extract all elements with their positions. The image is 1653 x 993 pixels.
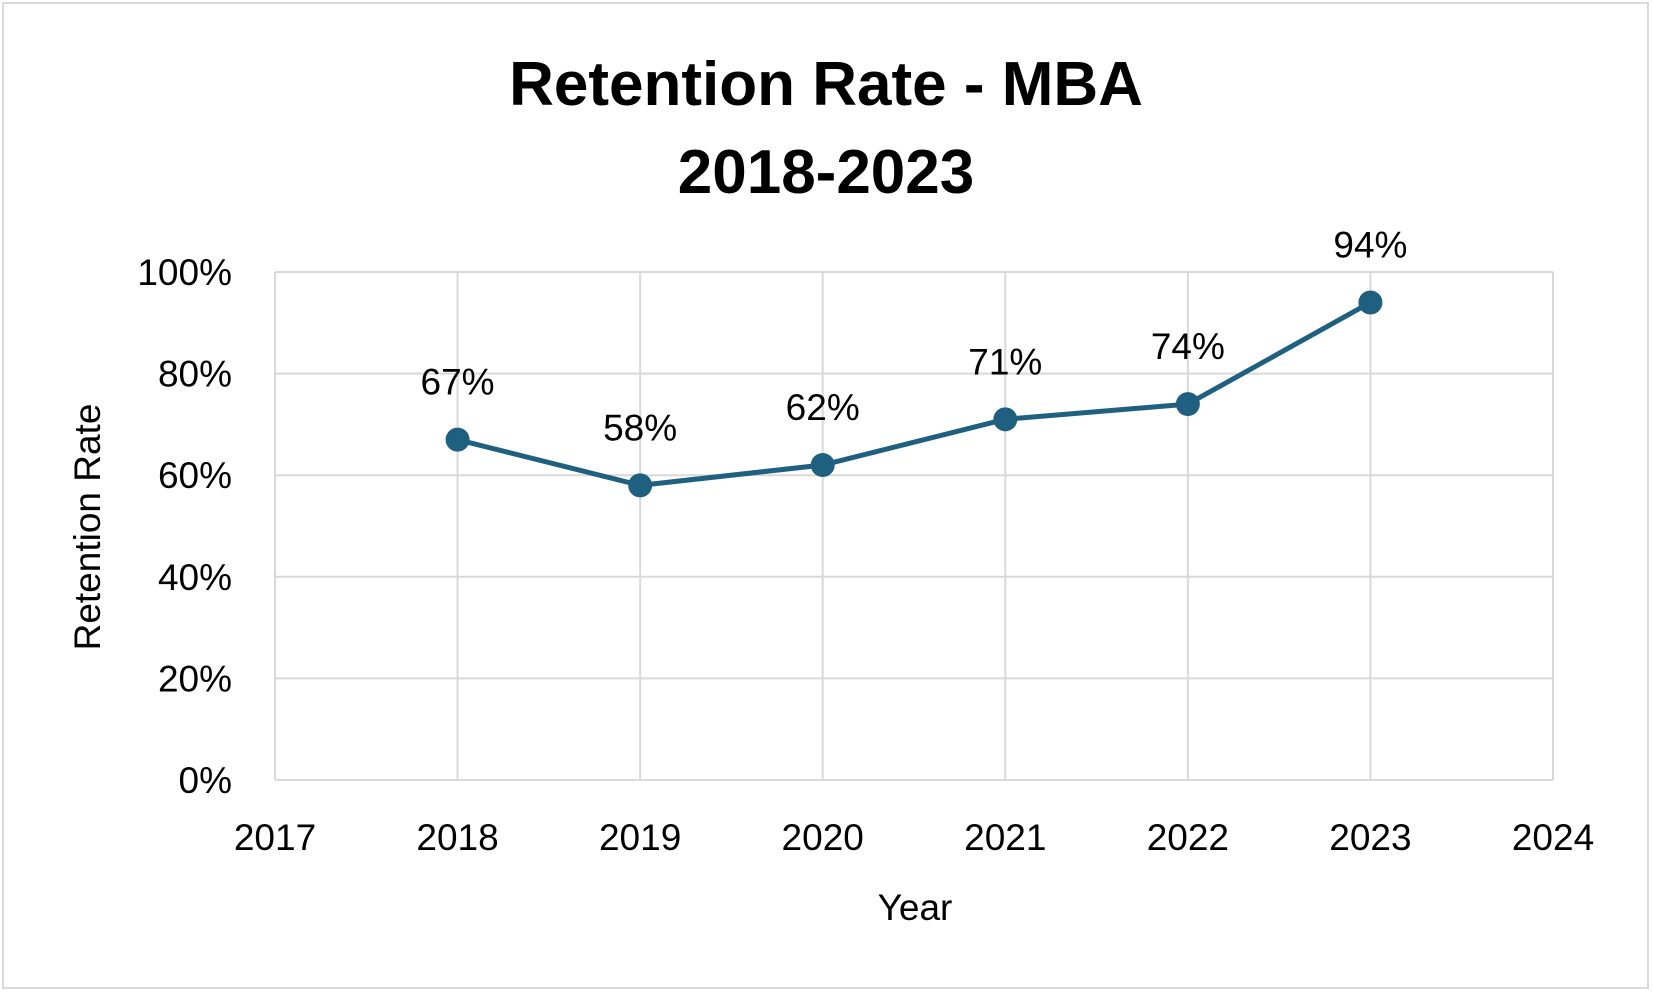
- data-label: 71%: [968, 341, 1042, 382]
- x-tick-label: 2023: [1329, 817, 1411, 858]
- y-axis-title: Retention Rate: [67, 404, 108, 651]
- chart-title-line-1: Retention Rate - MBA: [509, 50, 1143, 119]
- x-tick-label: 2019: [599, 817, 681, 858]
- y-tick-label: 0%: [179, 760, 232, 801]
- y-tick-label: 40%: [158, 557, 232, 598]
- data-label: 62%: [786, 387, 860, 428]
- x-tick-label: 2020: [782, 817, 864, 858]
- x-tick-label: 2022: [1147, 817, 1229, 858]
- x-axis-ticks: 2017 2018 2019 2020 2021 2022 2023 2024: [234, 817, 1594, 858]
- chart-title-line-2: 2018-2023: [678, 138, 975, 207]
- data-label: 58%: [603, 407, 677, 448]
- x-tick-label: 2018: [416, 817, 498, 858]
- x-tick-label: 2017: [234, 817, 316, 858]
- x-axis-title: Year: [878, 887, 953, 928]
- x-tick-label: 2024: [1512, 817, 1594, 858]
- series-retention: 67% 58% 62% 71% 74% 94%: [421, 224, 1407, 498]
- y-tick-label: 100%: [137, 252, 232, 293]
- data-point: [628, 473, 653, 498]
- data-label: 94%: [1333, 224, 1407, 265]
- y-axis-ticks: 0% 20% 40% 60% 80% 100%: [137, 252, 232, 801]
- y-tick-label: 20%: [158, 658, 232, 699]
- y-tick-label: 80%: [158, 354, 232, 395]
- x-tick-label: 2021: [964, 817, 1046, 858]
- y-tick-label: 60%: [158, 455, 232, 496]
- data-label: 67%: [421, 362, 495, 403]
- data-label: 74%: [1151, 326, 1225, 367]
- data-point: [1358, 290, 1383, 315]
- data-point: [810, 453, 835, 478]
- data-point: [993, 407, 1018, 432]
- gridlines: [274, 271, 1554, 781]
- data-point: [1175, 392, 1200, 417]
- data-point: [445, 427, 470, 452]
- series-line: [456, 300, 1372, 488]
